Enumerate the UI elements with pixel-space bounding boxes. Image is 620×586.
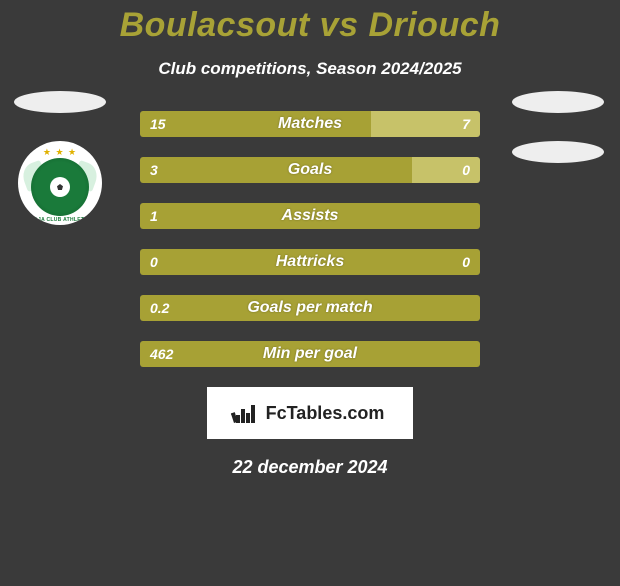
logo-text: FcTables.com [266,403,385,424]
stat-row: Min per goal462 [140,341,480,367]
player-left-flag-ellipse [14,91,106,113]
player-right-club-ellipse [512,141,604,163]
stat-value-left: 3 [150,157,158,183]
crest-ball-icon [50,177,70,197]
stat-label: Assists [140,203,480,229]
stat-bars: Matches157Goals30Assists1Hattricks00Goal… [140,111,480,367]
stat-value-right: 0 [462,157,470,183]
fctables-logo: FcTables.com [207,387,413,439]
crest-ring-text: RAJA CLUB ATHLETIC [30,217,90,223]
player-left-club-crest: ★ ★ ★ RAJA CLUB ATHLETIC [18,141,102,225]
stat-value-left: 15 [150,111,166,137]
comparison-chart: ★ ★ ★ RAJA CLUB ATHLETIC Matches15 7 Goals… [0,111,620,478]
page-title: Boulacsout vs Driouch [0,6,620,45]
stat-value-right: 0 [462,249,470,275]
stat-row: Assists1 [140,203,480,229]
left-player-column: ★ ★ ★ RAJA CLUB ATHLETIC [10,91,110,225]
stat-value-right: 7 [462,111,470,137]
stat-label: Hattricks [140,249,480,275]
subtitle: Club competitions, Season 2024/2025 [0,59,620,79]
crest-inner-icon [31,158,89,216]
stat-value-left: 0 [150,249,158,275]
player-right-flag-ellipse [512,91,604,113]
stat-label: Matches [140,111,480,137]
stat-label: Min per goal [140,341,480,367]
stat-value-left: 1 [150,203,158,229]
stat-value-left: 462 [150,341,173,367]
stat-value-left: 0.2 [150,295,169,321]
stat-row: Hattricks0 0 [140,249,480,275]
stat-row: Matches15 7 [140,111,480,137]
stat-label: Goals [140,157,480,183]
logo-mark-icon [236,403,260,423]
stat-label: Goals per match [140,295,480,321]
date-text: 22 december 2024 [0,457,620,478]
right-player-column [508,91,608,163]
crest-stars-icon: ★ ★ ★ [43,147,77,158]
stat-row: Goals3 0 [140,157,480,183]
stat-row: Goals per match0.2 [140,295,480,321]
